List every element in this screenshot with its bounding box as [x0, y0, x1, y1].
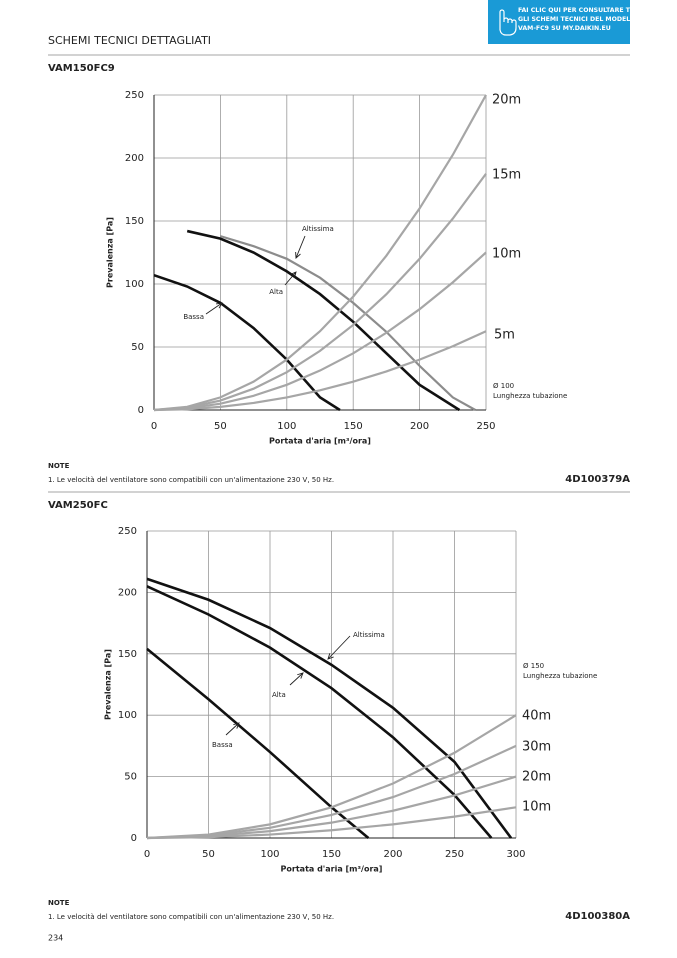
page-title: SCHEMI TECNICI DETTAGLIATI	[48, 34, 211, 47]
arrow	[327, 635, 351, 660]
x-tick-label: 0	[151, 421, 157, 432]
series-line	[146, 806, 517, 840]
series-label: Bassa	[212, 741, 233, 749]
series-line	[153, 251, 487, 412]
y-axis-label: Prevalenza [Pa]	[106, 217, 115, 288]
y-tick-label: 250	[118, 526, 137, 537]
series-line	[153, 273, 341, 412]
y-tick-label: 0	[138, 405, 144, 416]
x-tick-label: 150	[344, 421, 363, 432]
arrow	[289, 672, 304, 686]
series-label: 5m	[494, 328, 515, 343]
note: 1. Le velocità del ventilatore sono comp…	[48, 476, 334, 484]
y-tick-label: 100	[118, 710, 137, 721]
x-tick-label: 300	[506, 849, 525, 860]
x-tick-label: 250	[445, 849, 464, 860]
series-line	[153, 94, 487, 412]
series-line	[146, 647, 370, 839]
series-line	[186, 229, 461, 412]
y-tick-label: 150	[118, 649, 137, 660]
note: 1. Le velocità del ventilatore sono comp…	[48, 913, 334, 921]
x-axis-label: Portata d'aria [m³/ora]	[281, 865, 383, 874]
note-heading: NOTE	[48, 462, 70, 470]
series-label: 20m	[492, 93, 521, 108]
y-axis-label: Prevalenza [Pa]	[104, 649, 113, 720]
note-heading: NOTE	[48, 899, 70, 907]
series-label: Bassa	[183, 313, 204, 321]
y-tick-label: 250	[125, 90, 144, 101]
x-tick-label: 50	[202, 849, 215, 860]
series-label: 20m	[522, 770, 551, 785]
annotation: Lunghezza tubazione	[493, 392, 567, 400]
arrow	[225, 722, 240, 736]
arrow	[295, 235, 306, 259]
series-label: 15m	[492, 168, 521, 183]
page-number: 234	[48, 934, 63, 943]
series-label: Alta	[272, 691, 286, 699]
x-tick-label: 200	[410, 421, 429, 432]
y-tick-label: 50	[124, 772, 137, 783]
series-line	[220, 235, 476, 411]
series-label: 30m	[522, 740, 551, 755]
series-line	[146, 585, 493, 839]
y-tick-label: 200	[118, 587, 137, 598]
x-tick-label: 150	[322, 849, 341, 860]
x-tick-label: 250	[476, 421, 495, 432]
series-label: Altissima	[302, 225, 334, 233]
drawing-code: 4D100380A	[565, 911, 630, 922]
arrow	[284, 271, 297, 286]
series-line	[153, 173, 487, 412]
hand-icon	[499, 9, 517, 36]
annotation: Ø 150	[523, 662, 544, 670]
x-axis-label: Portata d'aria [m³/ora]	[269, 437, 371, 446]
y-tick-label: 100	[125, 279, 144, 290]
y-tick-label: 0	[131, 833, 137, 844]
y-tick-label: 200	[125, 153, 144, 164]
link-text[interactable]: FAI CLIC QUI PER CONSULTARE TUTTI	[518, 7, 646, 14]
y-tick-label: 150	[125, 216, 144, 227]
series-label: 10m	[522, 800, 551, 815]
series-label: Altissima	[353, 631, 385, 639]
link-text[interactable]: VAM-FC9 SU MY.DAIKIN.EU	[518, 25, 611, 32]
y-tick-label: 50	[131, 342, 144, 353]
series-line	[153, 330, 487, 412]
arrow	[205, 302, 223, 315]
x-tick-label: 100	[277, 421, 296, 432]
annotation: Lunghezza tubazione	[523, 672, 597, 680]
annotation: Ø 100	[493, 382, 514, 390]
section-title: VAM250FC	[48, 500, 108, 511]
series-label: 40m	[522, 709, 551, 724]
series-label: 10m	[492, 247, 521, 262]
link-text[interactable]: GLI SCHEMI TECNICI DEL MODELLO	[518, 16, 639, 23]
x-tick-label: 0	[144, 849, 150, 860]
drawing-code: 4D100379A	[565, 474, 630, 485]
x-tick-label: 200	[383, 849, 402, 860]
x-tick-label: 100	[260, 849, 279, 860]
series-label: Alta	[269, 288, 283, 296]
x-tick-label: 50	[214, 421, 227, 432]
series-line	[146, 577, 513, 839]
section-title: VAM150FC9	[48, 63, 115, 74]
